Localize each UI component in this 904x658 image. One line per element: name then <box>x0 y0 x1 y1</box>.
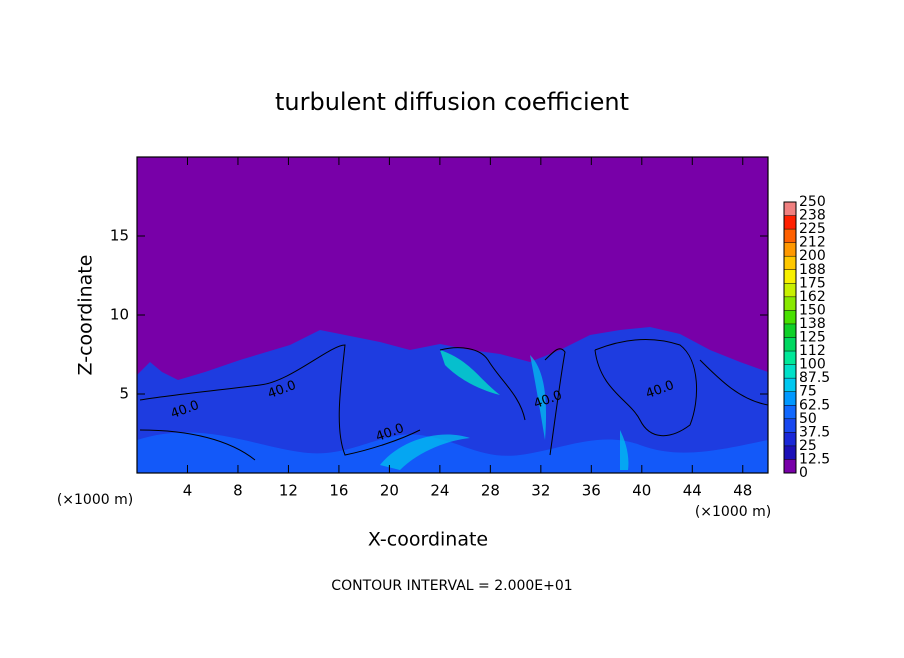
colorbar-label: 212 <box>799 235 826 251</box>
y-tick-label: 5 <box>119 385 129 403</box>
x-tick-label: 24 <box>430 482 449 500</box>
colorbar-label: 50 <box>799 411 817 427</box>
colorbar-bin <box>784 378 796 392</box>
x-tick-label: 36 <box>582 482 601 500</box>
colorbar-bin <box>784 323 796 338</box>
colorbar-bin <box>784 391 796 406</box>
colorbar-label: 138 <box>799 316 826 332</box>
colorbar-bin <box>784 405 796 419</box>
y-tick-label: 10 <box>110 306 129 324</box>
y-unit: (×1000 m) <box>57 492 133 508</box>
colorbar-bin <box>784 296 796 311</box>
colorbar-label: 100 <box>799 357 826 373</box>
colorbar-label: 112 <box>799 343 826 359</box>
x-tick-label: 4 <box>183 482 193 500</box>
colorbar-bin <box>784 351 796 365</box>
field-streak <box>440 350 500 395</box>
x-tick-label: 28 <box>481 482 500 500</box>
colorbar-label: 87.5 <box>799 370 830 386</box>
x-tick-label: 40 <box>632 482 651 500</box>
colorbar-label: 175 <box>799 275 826 291</box>
field-region <box>137 327 768 473</box>
colorbar-bin <box>784 445 796 460</box>
colorbar-label: 150 <box>799 302 826 318</box>
colorbar-bin <box>784 283 796 297</box>
x-tick-label: 16 <box>329 482 348 500</box>
colorbar-bin <box>784 432 796 446</box>
x-unit: (×1000 m) <box>695 504 771 520</box>
colorbar-label: 162 <box>799 289 826 305</box>
colorbar-bin <box>784 337 796 352</box>
field-streak <box>380 355 629 470</box>
x-tick-label: 48 <box>733 482 752 500</box>
colorbar-bin <box>784 459 796 473</box>
colorbar-bin <box>784 202 796 216</box>
colorbar-label: 225 <box>799 221 826 237</box>
colorbar-label: 238 <box>799 208 826 224</box>
y-axis-title: Z-coordinate <box>75 255 97 376</box>
x-tick-label: 32 <box>531 482 550 500</box>
colorbar-label: 62.5 <box>799 397 830 413</box>
x-tick-label: 44 <box>683 482 702 500</box>
colorbar-label: 250 <box>799 194 826 210</box>
colorbar-label: 188 <box>799 262 826 278</box>
x-axis-title: X-coordinate <box>368 529 488 551</box>
colorbar-bin <box>784 310 796 324</box>
colorbar-label: 12.5 <box>799 451 830 467</box>
y-tick-label: 15 <box>110 227 129 245</box>
colorbar-label: 37.5 <box>799 424 830 440</box>
chart-title: turbulent diffusion coefficient <box>275 88 629 116</box>
colorbar-label: 25 <box>799 438 817 454</box>
colorbar-label: 75 <box>799 384 817 400</box>
colorbar-label: 200 <box>799 248 826 264</box>
footnote: CONTOUR INTERVAL = 2.000E+01 <box>331 578 572 594</box>
colorbar-bin <box>784 364 796 379</box>
x-tick-label: 12 <box>279 482 298 500</box>
colorbar-bin <box>784 242 796 257</box>
colorbar-label: 0 <box>799 465 808 481</box>
colorbar-label: 125 <box>799 330 826 346</box>
colorbar-bin <box>784 215 796 230</box>
plot-area <box>137 157 769 473</box>
x-tick-label: 20 <box>380 482 399 500</box>
colorbar-bin <box>784 269 796 284</box>
field-streak <box>137 432 768 473</box>
colorbar-bin <box>784 229 796 243</box>
colorbar-bin <box>784 256 796 270</box>
x-tick-label: 8 <box>233 482 243 500</box>
contour-lines <box>139 339 769 461</box>
colorbar-bin <box>784 418 796 433</box>
